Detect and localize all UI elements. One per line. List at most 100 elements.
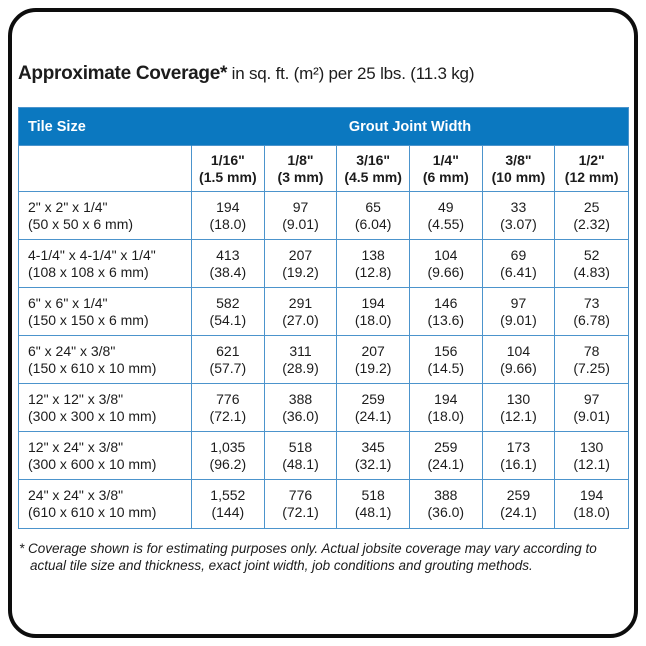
tile-size-cell: 6" x 6" x 1/4" (150 x 150 x 6 mm) bbox=[19, 288, 192, 336]
coverage-sqft: 776 bbox=[288, 487, 313, 503]
coverage-sqft: 69 bbox=[510, 246, 527, 263]
coverage-sqft: 33 bbox=[510, 198, 527, 215]
tile-size-mm: (150 x 150 x 6 mm) bbox=[28, 311, 149, 328]
tile-size-mm: (150 x 610 x 10 mm) bbox=[28, 359, 157, 376]
coverage-cell: 621 (57.7) bbox=[192, 336, 265, 384]
tile-size-mm: (108 x 108 x 6 mm) bbox=[28, 263, 149, 280]
coverage-m2: (18.0) bbox=[209, 215, 247, 232]
joint-width-inches: 1/4" bbox=[432, 151, 459, 168]
coverage-m2: (24.1) bbox=[500, 504, 537, 520]
coverage-m2: (72.1) bbox=[282, 504, 319, 520]
coverage-cell: 1,035 (96.2) bbox=[192, 432, 265, 480]
coverage-sqft: 130 bbox=[506, 390, 531, 407]
coverage-sqft: 259 bbox=[361, 390, 385, 407]
page-title-bold: Approximate Coverage* bbox=[18, 63, 228, 84]
tile-size-cell: 2" x 2" x 1/4" (50 x 50 x 6 mm) bbox=[19, 192, 192, 240]
coverage-sqft: 1,552 bbox=[210, 487, 246, 503]
empty-corner-cell bbox=[19, 146, 192, 192]
coverage-sqft: 65 bbox=[365, 198, 381, 215]
joint-width-inches: 1/8" bbox=[287, 151, 314, 168]
column-header: 1/2" (12 mm) bbox=[555, 146, 628, 192]
coverage-m2: (3.07) bbox=[500, 215, 537, 232]
tile-size-inches: 12" x 24" x 3/8" bbox=[28, 438, 124, 455]
table-row: 24" x 24" x 3/8" (610 x 610 x 10 mm) 1,5… bbox=[19, 480, 628, 528]
coverage-m2: (9.01) bbox=[573, 407, 610, 424]
coverage-cell: 97 (9.01) bbox=[264, 192, 338, 240]
joint-width-mm: (12 mm) bbox=[564, 168, 619, 185]
coverage-sqft: 97 bbox=[292, 198, 309, 215]
joint-width-inches: 1/16" bbox=[210, 151, 245, 168]
coverage-sqft: 259 bbox=[434, 438, 458, 455]
coverage-cell: 130 (12.1) bbox=[482, 384, 556, 432]
tile-size-mm: (300 x 600 x 10 mm) bbox=[28, 455, 157, 472]
joint-width-mm: (4.5 mm) bbox=[344, 168, 402, 185]
coverage-cell: 78 (7.25) bbox=[555, 336, 628, 384]
coverage-cell: 207 (19.2) bbox=[264, 240, 338, 288]
tile-size-cell: 6" x 24" x 3/8" (150 x 610 x 10 mm) bbox=[19, 336, 192, 384]
coverage-cell: 194 (18.0) bbox=[337, 288, 410, 336]
table-header-row: Tile Size Grout Joint Width bbox=[19, 108, 628, 146]
coverage-sqft: 173 bbox=[506, 438, 531, 455]
tile-size-cell: 4-1/4" x 4-1/4" x 1/4" (108 x 108 x 6 mm… bbox=[19, 240, 192, 288]
coverage-cell: 138 (12.8) bbox=[337, 240, 410, 288]
coverage-cell: 97 (9.01) bbox=[555, 384, 628, 432]
coverage-cell: 582 (54.1) bbox=[192, 288, 265, 336]
tile-size-inches: 2" x 2" x 1/4" bbox=[28, 198, 108, 215]
coverage-sqft: 73 bbox=[583, 294, 600, 311]
coverage-sqft: 518 bbox=[288, 438, 313, 455]
coverage-cell: 1,552 (144) bbox=[192, 480, 265, 528]
coverage-table-wrapper: Tile Size Grout Joint Width 1/16" (1.5 m… bbox=[18, 107, 629, 529]
coverage-m2: (36.0) bbox=[282, 407, 319, 424]
page-title: Approximate Coverage* in sq. ft. (m²) pe… bbox=[18, 63, 474, 85]
coverage-m2: (57.7) bbox=[209, 359, 247, 376]
coverage-m2: (16.1) bbox=[500, 455, 537, 472]
coverage-sqft: 130 bbox=[579, 438, 604, 455]
coverage-sqft: 413 bbox=[216, 246, 240, 263]
coverage-m2: (18.0) bbox=[573, 504, 610, 520]
coverage-cell: 33 (3.07) bbox=[482, 192, 556, 240]
tile-size-inches: 4-1/4" x 4-1/4" x 1/4" bbox=[28, 246, 156, 263]
coverage-sqft: 49 bbox=[438, 198, 454, 215]
tile-size-inches: 24" x 24" x 3/8" bbox=[28, 487, 124, 503]
table-row: 12" x 12" x 3/8" (300 x 300 x 10 mm) 776… bbox=[19, 384, 628, 432]
coverage-sqft: 104 bbox=[434, 246, 458, 263]
coverage-m2: (48.1) bbox=[354, 504, 392, 520]
coverage-sqft: 194 bbox=[434, 390, 458, 407]
coverage-m2: (19.2) bbox=[282, 263, 319, 280]
coverage-sqft: 207 bbox=[361, 342, 385, 359]
coverage-m2: (12.8) bbox=[354, 263, 392, 280]
coverage-cell: 130 (12.1) bbox=[555, 432, 628, 480]
coverage-m2: (9.01) bbox=[282, 215, 319, 232]
coverage-m2: (19.2) bbox=[354, 359, 392, 376]
column-header: 3/8" (10 mm) bbox=[482, 146, 556, 192]
coverage-m2: (12.1) bbox=[500, 407, 537, 424]
coverage-cell: 259 (24.1) bbox=[483, 480, 556, 528]
table-row: 6" x 24" x 3/8" (150 x 610 x 10 mm) 621 … bbox=[19, 336, 628, 384]
column-header: 1/16" (1.5 mm) bbox=[192, 146, 265, 192]
coverage-m2: (144) bbox=[211, 504, 245, 520]
joint-width-mm: (6 mm) bbox=[422, 168, 469, 185]
coverage-sqft: 311 bbox=[289, 342, 312, 359]
coverage-cell: 311 (28.9) bbox=[264, 336, 338, 384]
tile-size-mm: (300 x 300 x 10 mm) bbox=[28, 407, 157, 424]
joint-width-inches: 3/16" bbox=[356, 151, 391, 168]
coverage-cell: 25 (2.32) bbox=[555, 192, 628, 240]
coverage-cell: 388 (36.0) bbox=[410, 480, 483, 528]
coverage-sqft: 97 bbox=[510, 294, 527, 311]
coverage-m2: (6.04) bbox=[354, 215, 392, 232]
coverage-m2: (7.25) bbox=[573, 359, 610, 376]
coverage-cell: 194 (18.0) bbox=[555, 480, 628, 528]
tile-size-header: Tile Size bbox=[19, 108, 192, 146]
tile-size-cell: 12" x 24" x 3/8" (300 x 600 x 10 mm) bbox=[19, 432, 192, 480]
column-header: 1/4" (6 mm) bbox=[409, 146, 483, 192]
coverage-cell: 518 (48.1) bbox=[264, 432, 338, 480]
coverage-m2: (38.4) bbox=[209, 263, 247, 280]
coverage-sqft: 194 bbox=[216, 198, 240, 215]
coverage-m2: (36.0) bbox=[427, 504, 465, 520]
joint-width-inches: 1/2" bbox=[578, 151, 605, 168]
coverage-m2: (32.1) bbox=[354, 455, 392, 472]
coverage-sqft: 25 bbox=[583, 198, 600, 215]
coverage-cell: 49 (4.55) bbox=[409, 192, 483, 240]
coverage-cell: 345 (32.1) bbox=[337, 432, 410, 480]
coverage-cell: 65 (6.04) bbox=[337, 192, 410, 240]
